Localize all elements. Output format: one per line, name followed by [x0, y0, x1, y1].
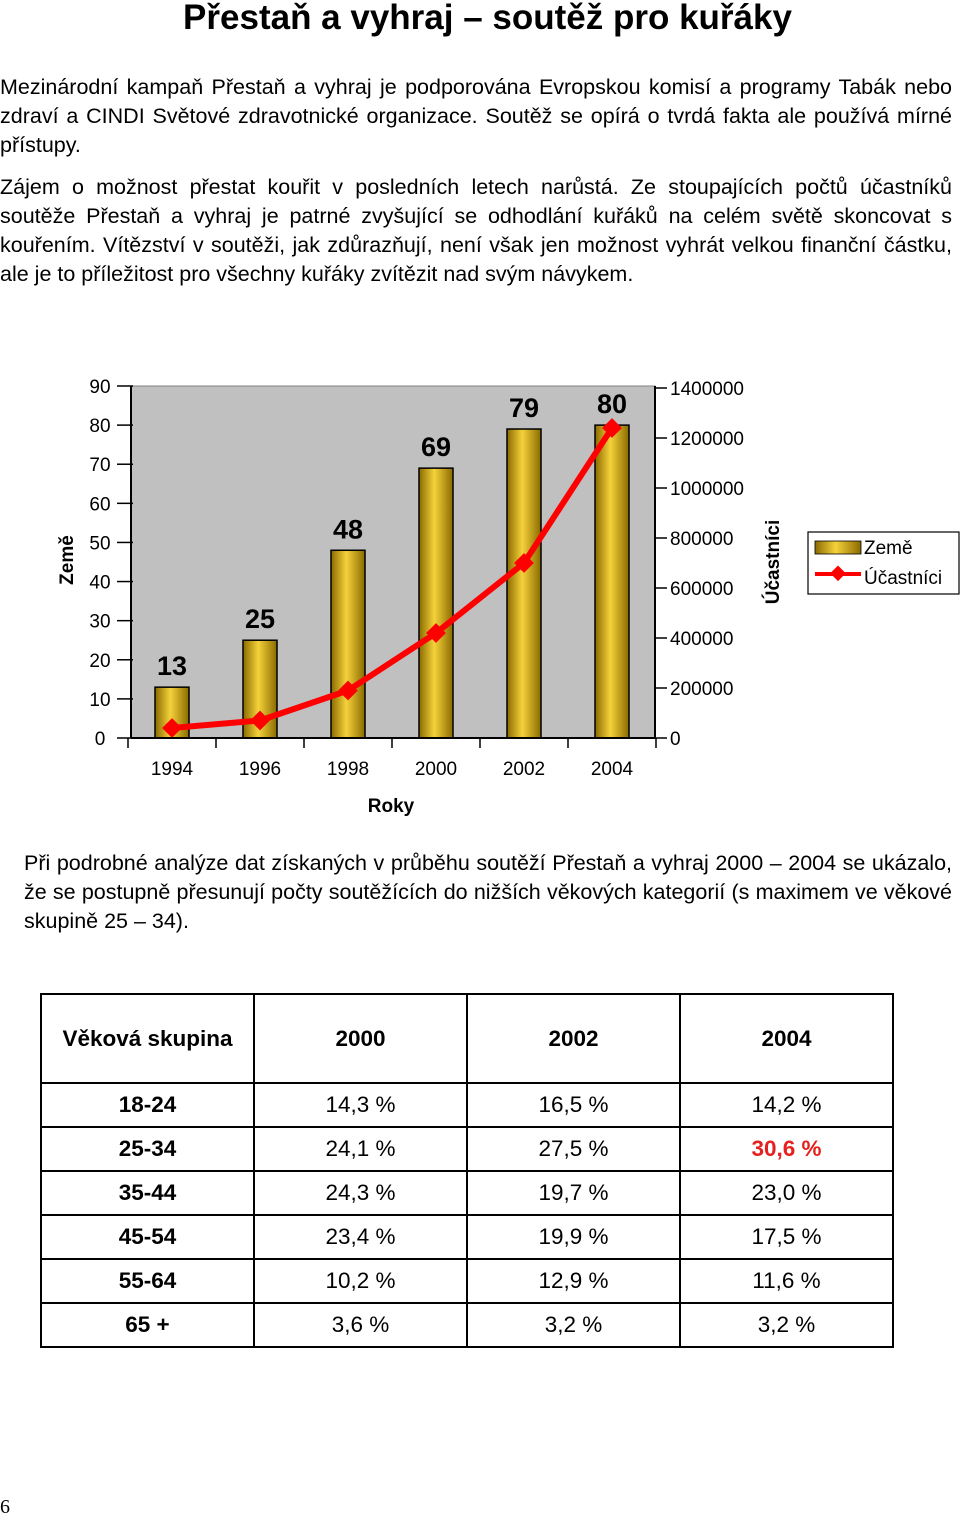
value-cell: 16,5 %: [466, 1082, 681, 1128]
bar-1998: [330, 549, 366, 739]
highlighted-value-cell: 30,6 %: [679, 1126, 894, 1172]
intro-paragraph-2: Zájem o možnost přestat kouřit v posledn…: [0, 175, 952, 286]
value-cell: 3,2 %: [466, 1302, 681, 1348]
right-tick-label: 1000000: [670, 479, 744, 500]
table-row: 25-34 24,1 % 27,5 % 30,6 %: [40, 1126, 894, 1172]
intro-paragraph-1: Mezinárodní kampaň Přestaň a vyhraj je p…: [0, 75, 952, 157]
legend-label-ucastnici: Účastníci: [864, 567, 942, 589]
right-axis-ticks: 0 200000 400000 600000 800000 1000000 1200000 1…: [655, 379, 744, 750]
table-row: 45-54 23,4 % 19,9 % 17,5 %: [40, 1214, 894, 1260]
header-age-group: Věková skupina: [40, 993, 255, 1084]
left-tick-label: 70: [89, 455, 110, 476]
legend-label-zeme: Země: [864, 538, 913, 559]
line-point-1998: [338, 680, 358, 701]
x-axis-title: Roky: [368, 796, 415, 817]
bar-value-label-2002: 79: [509, 393, 539, 423]
bar-value-labels: 13 25 48 69 79 80: [157, 389, 627, 681]
right-tick-label: 400000: [670, 629, 733, 650]
value-cell: 3,2 %: [679, 1302, 894, 1348]
bar-2002: [506, 428, 542, 739]
header-2000: 2000: [253, 993, 468, 1084]
value-cell: 27,5 %: [466, 1126, 681, 1172]
right-tick-label: 200000: [670, 679, 733, 700]
header-2002: 2002: [466, 993, 681, 1084]
value-cell: 24,3 %: [253, 1170, 468, 1216]
bar-value-label-2000: 69: [421, 432, 451, 462]
value-cell: 10,2 %: [253, 1258, 468, 1304]
x-tick-label-2004: 2004: [591, 759, 634, 780]
bar-value-label-1996: 25: [245, 604, 275, 634]
bar-2004: [594, 424, 630, 739]
right-tick-label: 1400000: [670, 379, 744, 400]
right-tick-label: 1200000: [670, 429, 744, 450]
value-cell: 17,5 %: [679, 1214, 894, 1260]
value-cell: 14,2 %: [679, 1082, 894, 1128]
table-row: 55-64 10,2 % 12,9 % 11,6 %: [40, 1258, 894, 1304]
right-axis-title: Účastníci: [762, 520, 784, 604]
analysis-paragraph: Při podrobné analýze dat získaných v prů…: [24, 851, 952, 933]
x-tick-label-2000: 2000: [415, 759, 457, 780]
chart-legend: Země Účastníci: [807, 531, 960, 595]
value-cell: 14,3 %: [253, 1082, 468, 1128]
bar-value-label-1998: 48: [333, 514, 363, 544]
age-group-cell: 65 +: [40, 1302, 255, 1348]
value-cell: 19,9 %: [466, 1214, 681, 1260]
value-cell: 23,0 %: [679, 1170, 894, 1216]
line-point-2000: [426, 623, 446, 643]
x-tick-label-1998: 1998: [327, 759, 369, 780]
right-tick-label: 600000: [670, 579, 733, 600]
x-tick-label-1996: 1996: [239, 759, 281, 780]
bar-value-label-2004: 80: [597, 389, 627, 419]
left-axis-ticks: 0 10 20 30 40 50 60 70 80 90: [89, 377, 133, 750]
left-tick-label: 80: [89, 416, 110, 437]
left-tick-label: 30: [89, 612, 110, 633]
age-group-cell: 18-24: [40, 1082, 255, 1128]
left-tick-label: 10: [89, 690, 110, 711]
value-cell: 19,7 %: [466, 1170, 681, 1216]
age-group-cell: 35-44: [40, 1170, 255, 1216]
value-cell: 24,1 %: [253, 1126, 468, 1172]
value-cell: 3,6 %: [253, 1302, 468, 1348]
right-tick-label: 0: [670, 729, 681, 750]
table-header-row: Věková skupina 2000 2002 2004: [40, 993, 894, 1084]
value-cell: 12,9 %: [466, 1258, 681, 1304]
table-row: 65 + 3,6 % 3,2 % 3,2 %: [40, 1302, 894, 1348]
left-tick-label: 50: [89, 533, 110, 554]
legend-bar-swatch: [814, 540, 862, 555]
age-group-cell: 55-64: [40, 1258, 255, 1304]
right-tick-label: 800000: [670, 529, 733, 550]
header-2004: 2004: [679, 993, 894, 1084]
value-cell: 23,4 %: [253, 1214, 468, 1260]
left-axis-title: Země: [57, 535, 78, 585]
bar-value-label-1994: 13: [157, 651, 187, 681]
page-title: Přestaň a vyhraj – soutěž pro kuřáky: [183, 0, 792, 37]
age-group-cell: 45-54: [40, 1214, 255, 1260]
line-path-ucastnici: [171, 426, 615, 731]
left-tick-label: 90: [89, 377, 110, 398]
bar-2000: [418, 467, 454, 739]
value-cell: 11,6 %: [679, 1258, 894, 1304]
x-tick-label-2002: 2002: [503, 759, 545, 780]
left-tick-label: 60: [89, 494, 110, 515]
table-row: 18-24 14,3 % 16,5 % 14,2 %: [40, 1082, 894, 1128]
table-row: 35-44 24,3 % 19,7 % 23,0 %: [40, 1170, 894, 1216]
page-number: 6: [0, 1496, 10, 1518]
left-tick-label: 40: [89, 573, 110, 594]
age-group-table: Věková skupina 2000 2002 2004 18-24 14,3…: [40, 993, 894, 1348]
x-tick-label-1994: 1994: [151, 759, 194, 780]
x-axis-ticks: 1994 1996 1998 2000 2002 2004: [127, 738, 657, 780]
left-tick-label: 0: [95, 729, 106, 750]
left-tick-label: 20: [89, 651, 110, 672]
participants-chart: 13 25 48 69 79 80 0 10 20 30 40 50 60 70 80 90 0 200000…: [57, 377, 960, 817]
plot-area: [130, 385, 656, 739]
age-group-cell: 25-34: [40, 1126, 255, 1172]
